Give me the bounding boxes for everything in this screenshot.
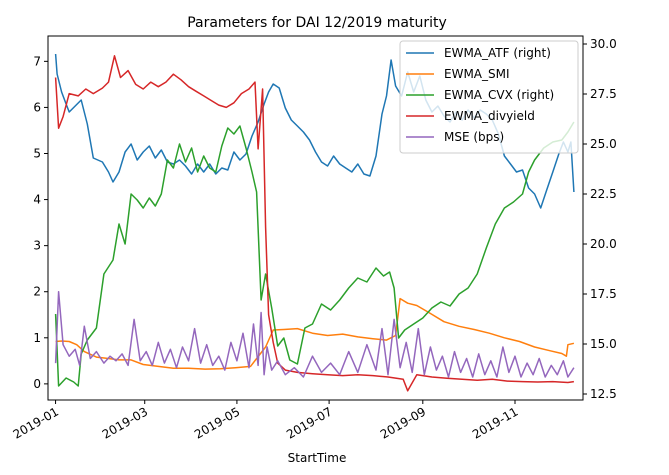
left-tick-label: 5 xyxy=(33,146,41,160)
left-tick-label: 4 xyxy=(33,193,41,207)
legend-label: EWMA_divyield xyxy=(444,109,535,123)
left-tick-label: 2 xyxy=(33,285,41,299)
plot-frame xyxy=(47,35,584,401)
series-line-2 xyxy=(55,297,575,370)
legend: EWMA_ATF (right) EWMA_SMI EWMA_CVX (right)… xyxy=(399,40,579,154)
series-line-5 xyxy=(54,290,575,378)
right-tick-label: 27.5 xyxy=(590,87,617,101)
left-tick-label: 7 xyxy=(33,54,41,68)
right-tick-label: 30.0 xyxy=(590,37,617,51)
right-tick-label: 25.0 xyxy=(590,137,617,151)
left-tick-label: 0 xyxy=(33,377,41,391)
legend-label: EWMA_SMI xyxy=(444,67,510,81)
left-tick-label: 6 xyxy=(33,100,41,114)
right-tick-label: 15.0 xyxy=(590,337,617,351)
legend-box xyxy=(399,40,579,154)
right-tick-label: 22.5 xyxy=(590,187,617,201)
legend-label: EWMA_ATF (right) xyxy=(444,46,551,60)
right-y-axis: 12.5 15.0 17.5 20.0 22.5 25.0 27.5 30.0 xyxy=(583,37,617,401)
series-line-3 xyxy=(54,121,575,387)
right-tick-label: 20.0 xyxy=(590,237,617,251)
left-tick-label: 3 xyxy=(33,239,41,253)
right-tick-label: 17.5 xyxy=(590,287,617,301)
series-line-4 xyxy=(54,55,575,392)
chart-title: Parameters for DAI 12/2019 maturity xyxy=(187,15,447,31)
right-tick-label: 12.5 xyxy=(590,387,617,401)
x-axis-title: StartTime xyxy=(288,451,347,465)
legend-label: MSE (bps) xyxy=(444,130,504,144)
legend-label: EWMA_CVX (right) xyxy=(444,88,554,102)
left-y-axis: 0 1 2 3 4 5 6 7 xyxy=(33,54,48,391)
left-tick-label: 1 xyxy=(33,331,41,345)
